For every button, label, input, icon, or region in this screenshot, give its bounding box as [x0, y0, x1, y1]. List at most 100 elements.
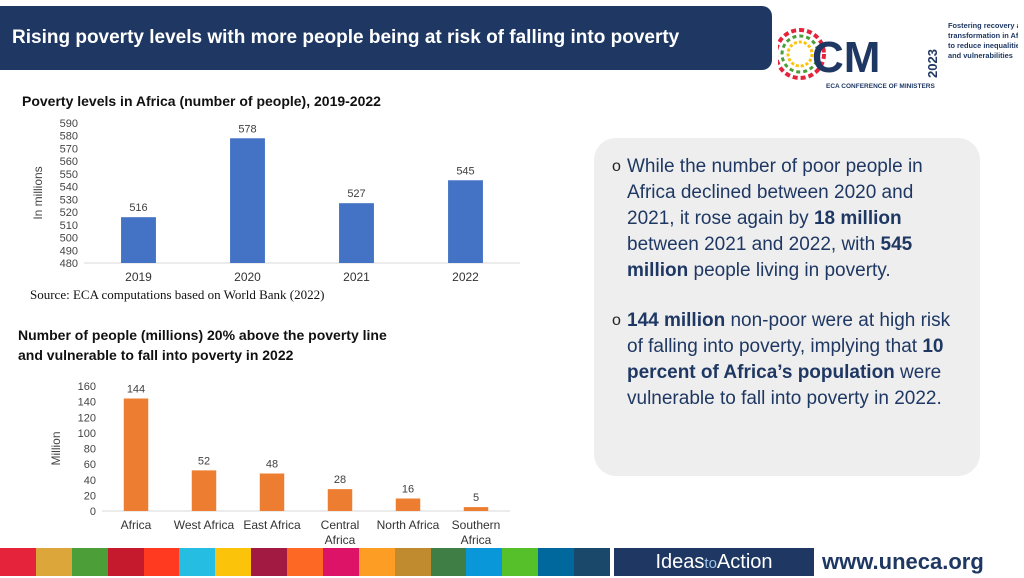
finding-text-1: While the number of poor people in Afric…: [627, 154, 964, 284]
logo-tagline-4: and vulnerabilities: [948, 51, 1013, 60]
bar: [259, 473, 285, 511]
ideas-to-action-banner: IdeastoAction: [614, 548, 814, 576]
y-tick-label: 140: [78, 397, 96, 409]
sdg-color-block: [358, 548, 395, 576]
y-tick-label: 0: [90, 506, 96, 518]
emphasis-text: 18 million: [813, 208, 902, 229]
x-tick-label: Southern: [452, 518, 501, 532]
bar-data-label: 527: [347, 188, 365, 200]
y-tick-label: 500: [60, 233, 78, 245]
sdg-color-block: [466, 548, 503, 576]
y-tick-label: 480: [60, 258, 78, 270]
chart2-title-line1: Number of people (millions) 20% above th…: [18, 327, 387, 343]
body-text: were vulnerable to fall into poverty in …: [627, 362, 942, 409]
logo-tagline-3: to reduce inequalities: [948, 41, 1018, 50]
sdg-color-block: [322, 548, 359, 576]
bar-data-label: 28: [334, 474, 346, 486]
bar: [327, 489, 353, 511]
finding-bullet-2: o 144 million non-poor were at high risk…: [612, 308, 964, 412]
x-tick-label: Central: [321, 518, 360, 532]
footer: IdeastoAction www.uneca.org: [0, 548, 1024, 576]
bar: [230, 138, 265, 263]
x-tick-label: Africa: [461, 533, 492, 547]
bar-data-label: 516: [129, 202, 147, 214]
sdg-color-block: [538, 548, 574, 576]
finding-text-2: 144 million non-poor were at high risk o…: [627, 308, 964, 412]
y-tick-label: 520: [60, 207, 78, 219]
y-tick-label: 580: [60, 131, 78, 143]
y-tick-label: 60: [84, 459, 96, 471]
logo-caption: ECA CONFERENCE OF MINISTERS: [826, 83, 935, 90]
bar: [123, 398, 149, 511]
header-banner: Rising poverty levels with more people b…: [0, 6, 772, 70]
y-axis-label: In millions: [31, 166, 45, 219]
bullet-marker: o: [612, 158, 621, 175]
y-tick-label: 20: [84, 490, 96, 502]
com2023-logo: CM 2023 ECA CONFERENCE OF MINISTERS Fost…: [778, 21, 1018, 90]
chart1-title: Poverty levels in Africa (number of peop…: [22, 93, 381, 109]
body-text: While the number of poor people in Afric…: [627, 156, 923, 229]
y-tick-label: 80: [84, 444, 96, 456]
emphasis-text: 545 million: [627, 234, 913, 281]
bar: [121, 217, 156, 263]
logo-letters: CM: [812, 33, 880, 82]
y-tick-label: 100: [78, 428, 96, 440]
sdg-color-block: [251, 548, 287, 576]
y-tick-label: 510: [60, 220, 78, 232]
bar: [395, 498, 421, 511]
bar: [448, 180, 483, 263]
y-tick-label: 550: [60, 169, 78, 181]
finding-bullet-1: o While the number of poor people in Afr…: [612, 154, 964, 284]
bar-data-label: 578: [238, 123, 256, 135]
bar: [191, 470, 217, 511]
body-text: between 2021 and 2022, with: [627, 234, 881, 255]
sdg-color-block: [71, 548, 108, 576]
bar-data-label: 52: [198, 455, 210, 467]
ideas-word: Ideas: [655, 551, 705, 573]
sdg-color-block: [430, 548, 467, 576]
bar: [339, 203, 374, 263]
sdg-color-strip: [0, 548, 610, 576]
y-tick-label: 590: [60, 118, 78, 130]
sdg-color-block: [574, 548, 610, 576]
logo-ring: [778, 28, 826, 80]
x-tick-label: 2022: [452, 270, 479, 284]
x-tick-label: West Africa: [174, 518, 235, 532]
emphasis-text: 10 percent of Africa’s population: [627, 336, 944, 383]
y-tick-label: 560: [60, 156, 78, 168]
page-title: Rising poverty levels with more people b…: [12, 27, 680, 48]
bar-data-label: 144: [127, 384, 145, 396]
y-axis-label: Million: [49, 431, 63, 465]
sdg-color-block: [287, 548, 323, 576]
x-tick-label: East Africa: [243, 518, 301, 532]
source-note: Source: ECA computations based on World …: [30, 287, 325, 302]
body-text: people living in poverty.: [688, 260, 891, 281]
sdg-color-block: [0, 548, 36, 576]
sdg-color-block: [143, 548, 180, 576]
sdg-color-block: [107, 548, 144, 576]
sdg-color-block: [179, 548, 216, 576]
x-tick-label: 2020: [234, 270, 261, 284]
y-tick-label: 490: [60, 245, 78, 257]
bar: [463, 507, 489, 511]
emphasis-text: 144 million: [627, 310, 726, 331]
logo-tagline-1: Fostering recovery and: [948, 21, 1018, 30]
sdg-color-block: [215, 548, 252, 576]
action-word: Action: [716, 551, 773, 573]
uneca-website-link[interactable]: www.uneca.org: [822, 549, 984, 574]
bar-data-label: 16: [402, 484, 414, 496]
y-tick-label: 40: [84, 475, 96, 487]
y-tick-label: 160: [78, 381, 96, 393]
sdg-color-block: [35, 548, 72, 576]
x-tick-label: 2021: [343, 270, 370, 284]
x-tick-label: 2019: [125, 270, 152, 284]
logo-tagline-2: transformation in Africa: [948, 31, 1018, 40]
vulnerable-population-chart: 0 20 40 60 80 100 120 140 160 Million 144 Africa 52 W…: [49, 381, 510, 547]
x-tick-label: North Africa: [377, 518, 440, 532]
y-tick-label: 530: [60, 194, 78, 206]
key-findings-panel: [594, 138, 980, 476]
bullet-marker: o: [612, 312, 621, 329]
body-text: non-poor were at high risk of falling in…: [627, 310, 951, 357]
x-tick-label: Africa: [121, 518, 152, 532]
